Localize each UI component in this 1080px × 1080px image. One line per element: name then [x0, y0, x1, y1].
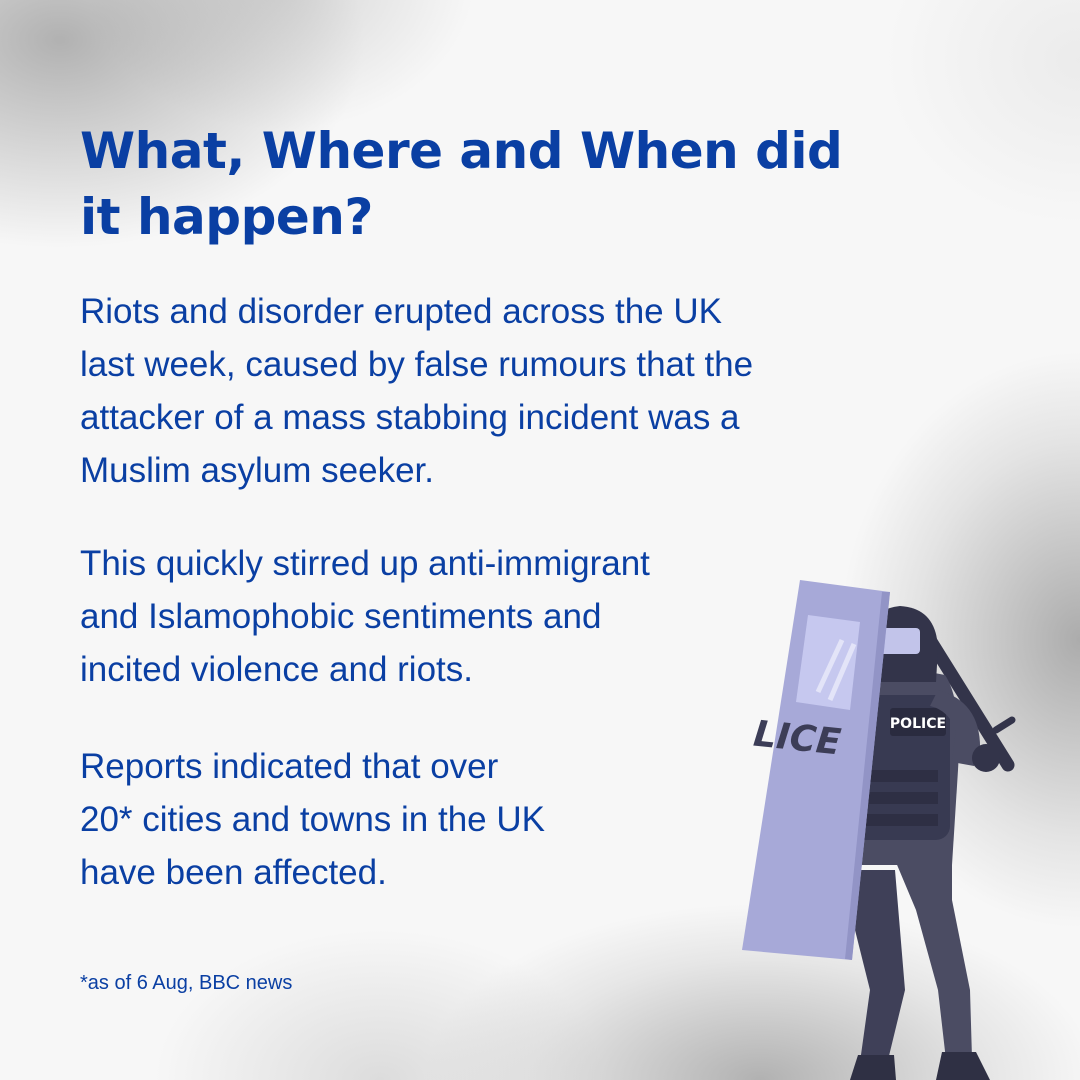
vest-label: POLICE — [890, 716, 946, 732]
paragraph-what-happened: Riots and disorder erupted across the UK… — [80, 285, 960, 497]
glove — [972, 744, 1000, 772]
paragraph-line: Reports indicated that over — [80, 747, 499, 786]
shield-edge — [845, 592, 890, 960]
paragraph-line: attacker of a mass stabbing incident was… — [80, 398, 740, 437]
arm-raised — [930, 690, 981, 766]
vest-strap — [862, 814, 938, 826]
paragraph-line: incited violence and riots. — [80, 650, 473, 689]
vest-strap — [862, 770, 938, 782]
police-badge — [890, 708, 946, 736]
page-title: What, Where and When did it happen? — [80, 118, 940, 250]
title-line-1: What, Where and When did — [80, 122, 843, 180]
shield-window — [796, 615, 860, 710]
paragraph-line: and Islamophobic sentiments and — [80, 597, 602, 636]
title-line-2: it happen? — [80, 188, 373, 246]
shield-glare — [827, 643, 857, 701]
helmet-visor — [876, 628, 920, 654]
boot-front — [936, 1052, 990, 1080]
paragraph-line: This quickly stirred up anti-immigrant — [80, 544, 650, 583]
boot-back — [850, 1055, 896, 1080]
leg-front — [895, 860, 972, 1060]
shield-glare — [815, 638, 845, 694]
source-footnote: *as of 6 Aug, BBC news — [80, 972, 293, 994]
paragraph-line: last week, caused by false rumours that … — [80, 345, 754, 384]
paragraph-impact: This quickly stirred up anti-immigrant an… — [80, 537, 820, 696]
paragraph-line: Riots and disorder erupted across the UK — [80, 292, 722, 331]
baton — [923, 633, 1016, 772]
paragraph-reports: Reports indicated that over 20* cities an… — [80, 740, 680, 899]
paragraph-line: have been affected. — [80, 853, 387, 892]
riot-police-illustration: POLICE LICE — [742, 580, 1016, 1080]
paragraph-line: 20* cities and towns in the UK — [80, 800, 545, 839]
vest-strap — [862, 792, 938, 804]
paragraph-line: Muslim asylum seeker. — [80, 451, 434, 490]
shield-label: LICE — [752, 714, 844, 764]
